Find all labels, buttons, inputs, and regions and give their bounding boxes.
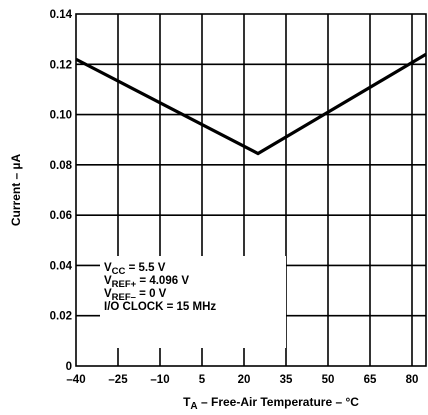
x-tick-label: –25	[108, 374, 128, 386]
x-tick-label: 65	[364, 374, 377, 386]
x-tick-label: 50	[322, 374, 335, 386]
x-tick-label: 20	[238, 374, 251, 386]
y-tick-label: 0	[66, 361, 72, 373]
x-tick-labels: –40 –25 –10 5 20 35 50 65 80	[66, 374, 418, 386]
grid	[76, 14, 426, 366]
y-tick-label: 0.04	[50, 260, 73, 272]
x-tick-label: 35	[280, 374, 293, 386]
condition-line: I/O CLOCK = 15 MHz	[104, 301, 216, 313]
condition-line: VCC = 5.5 V	[104, 262, 166, 277]
y-tick-label: 0.02	[50, 311, 72, 323]
x-tick-label: 80	[406, 374, 419, 386]
y-tick-label: 0.06	[50, 210, 72, 222]
x-axis-label: TA – Free-Air Temperature – °C	[183, 395, 359, 412]
y-tick-label: 0.10	[50, 110, 72, 122]
series-layer	[75, 52, 427, 156]
y-tick-label: 0.12	[50, 59, 72, 71]
y-tick-label: 0.08	[50, 160, 73, 172]
y-axis-label: Current – µA	[9, 154, 23, 227]
x-tick-label: –40	[66, 374, 85, 386]
plot-frame	[75, 13, 427, 367]
condition-line: VREF+ = 4.096 V	[104, 275, 189, 290]
y-tick-label: 0.14	[50, 9, 73, 21]
condition-line: VREF– = 0 V	[104, 288, 167, 303]
x-tick-label: –10	[150, 374, 169, 386]
y-tick-labels: 0 0.02 0.04 0.06 0.08 0.10 0.12 0.14	[50, 9, 73, 373]
series-line	[75, 52, 427, 156]
conditions-box-bg	[100, 256, 286, 348]
x-tick-label: 5	[199, 374, 206, 386]
